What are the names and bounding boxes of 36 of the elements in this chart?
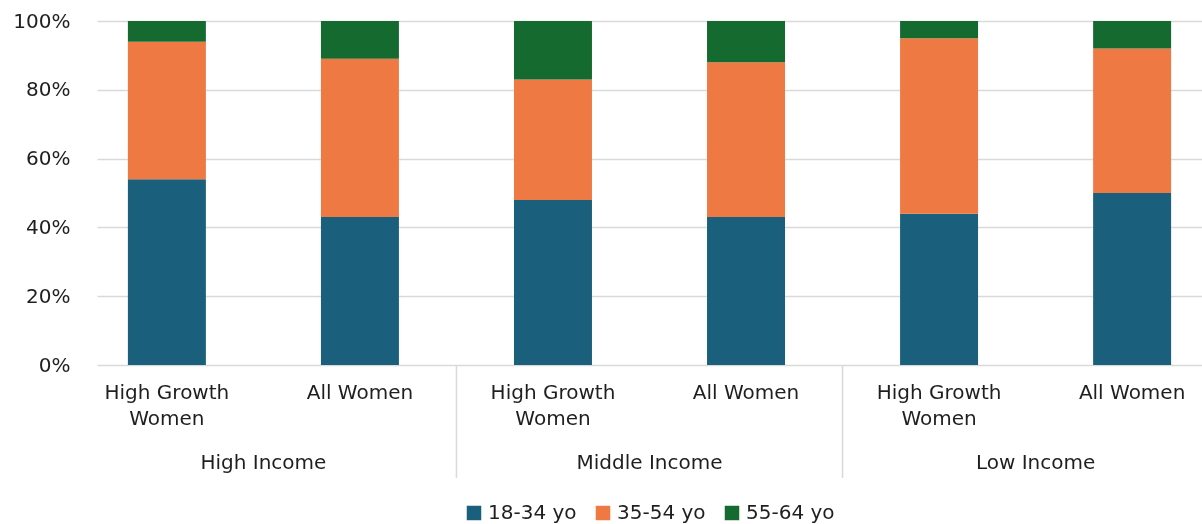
bar [127, 179, 206, 365]
bar [1093, 48, 1172, 193]
bar [900, 38, 979, 214]
y-tick-label: 60% [26, 146, 71, 171]
text: High Income [200, 450, 327, 474]
bar [707, 21, 786, 63]
bar [1093, 21, 1172, 49]
legend-label: 55-64 yo [746, 500, 835, 524]
bar [513, 79, 592, 200]
y-tick-label: 40% [26, 214, 71, 239]
bar [320, 217, 399, 365]
x-tick-label: All Women [1078, 379, 1186, 404]
y-tick-label: 80% [26, 77, 71, 102]
y-tick-label: 100% [13, 8, 71, 33]
bar [513, 21, 592, 80]
legend-label: 35-54 yo [617, 500, 706, 524]
text: Middle Income [576, 450, 723, 474]
bar [127, 21, 206, 42]
bar [707, 62, 786, 218]
bar [900, 213, 979, 365]
x-tick-label: High Growth Women [490, 379, 616, 430]
y-tick-label: 0% [38, 352, 71, 377]
x-tick-label: High Growth Women [876, 379, 1002, 430]
bar [900, 21, 979, 39]
bar [320, 21, 399, 59]
bar [1093, 193, 1172, 365]
x-tick-label: All Women [306, 379, 414, 404]
bar [127, 41, 206, 180]
bar [320, 58, 399, 218]
text: Low Income [975, 450, 1096, 474]
x-tick-label: All Women [692, 379, 800, 404]
bar [707, 217, 786, 365]
y-tick-label: 20% [26, 283, 71, 308]
x-tick-label: High Growth Women [104, 379, 230, 430]
bar [513, 199, 592, 365]
legend-label: 18-34 yo [488, 500, 577, 524]
